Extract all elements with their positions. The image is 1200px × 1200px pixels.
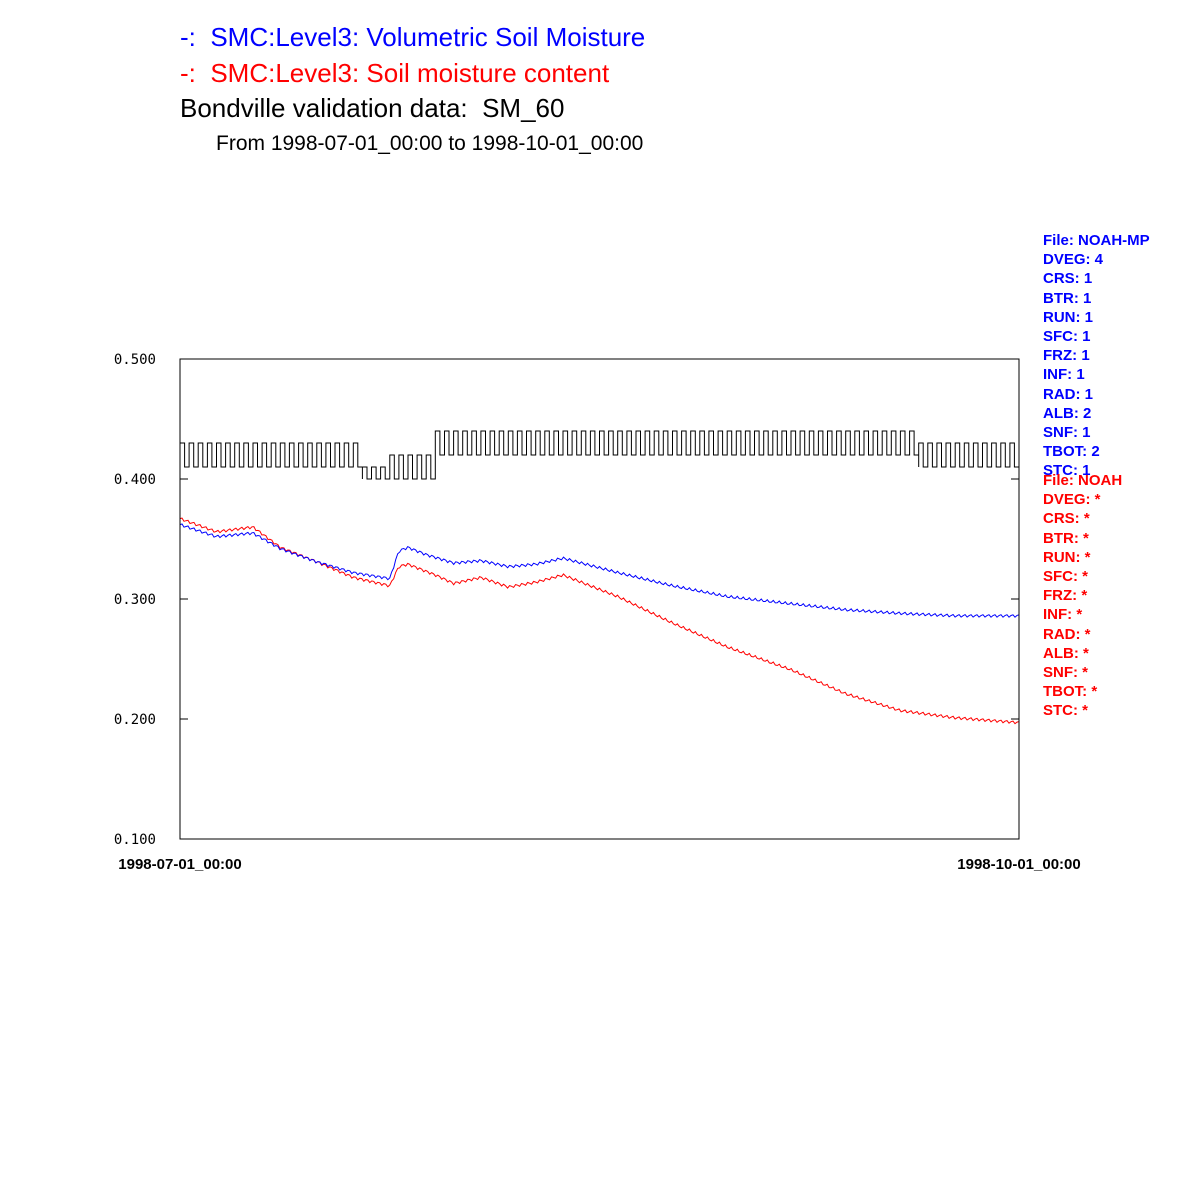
chart-title: Bondville validation data: SM_60 [180, 93, 565, 123]
x-axis: 1998-07-01_00:00 1998-10-01_00:00 [118, 856, 1080, 873]
run-info-noah-item: RUN: * [1043, 548, 1091, 566]
run-info-noahmp-item: INF: 1 [1043, 366, 1085, 384]
run-info-noahmp-item: FRZ: 1 [1043, 347, 1090, 365]
run-info-noahmp: File: NOAH-MP DVEG: 4 CRS: 1 BTR: 1 RUN: 1 SF… [1043, 231, 1150, 480]
run-info-noah-item: STC: * [1043, 702, 1088, 720]
y-tick-label: 0.500 [114, 352, 156, 368]
run-info-noahmp-item: RUN: 1 [1043, 308, 1094, 326]
y-tick-label: 0.100 [114, 832, 156, 848]
run-info-noah-item: FRZ: * [1043, 587, 1088, 605]
series-noahmp-line [179, 523, 1020, 618]
run-info-noahmp-item: SFC: 1 [1043, 327, 1091, 345]
run-info-noah-item: INF: * [1043, 606, 1083, 624]
run-info-noahmp-item: BTR: 1 [1043, 289, 1092, 307]
run-info-noah-item: ALB: * [1043, 644, 1089, 662]
series-observed-line [179, 430, 1019, 480]
series-layer [179, 430, 1020, 725]
x-tick-label: 1998-10-01_00:00 [957, 856, 1080, 873]
x-tick-label: 1998-07-01_00:00 [118, 856, 241, 873]
chart-subtitle: From 1998-07-01_00:00 to 1998-10-01_00:0… [216, 132, 644, 155]
run-info-noahmp-item: ALB: 2 [1043, 404, 1092, 422]
y-axis: 0.100 0.200 0.300 0.400 0.500 [114, 352, 1019, 848]
run-info-noah-item: SNF: * [1043, 663, 1088, 681]
run-info-noah-item: TBOT: * [1043, 683, 1098, 701]
y-tick-label: 0.300 [114, 592, 156, 608]
y-tick-label: 0.200 [114, 712, 156, 728]
run-info-noah-item: DVEG: * [1043, 491, 1101, 509]
run-info-noahmp-item: CRS: 1 [1043, 270, 1093, 288]
run-info-noahmp-item: STC: 1 [1043, 462, 1091, 480]
run-info-noahmp-item: TBOT: 2 [1043, 443, 1100, 461]
run-info-noah-item: SFC: * [1043, 567, 1088, 585]
run-info-noah: File: NOAH DVEG: * CRS: * BTR: * RUN: * SFC: … [1043, 471, 1122, 720]
run-info-noahmp-item: SNF: 1 [1043, 423, 1091, 441]
series-noah-line [179, 517, 1020, 725]
legend-line-noahmp: -: SMC:Level3: Volumetric Soil Moisture [180, 22, 646, 52]
run-info-noah-item: BTR: * [1043, 529, 1089, 547]
run-info-noah-item: RAD: * [1043, 625, 1091, 643]
run-info-noah-item: CRS: * [1043, 510, 1090, 528]
run-info-noahmp-item: DVEG: 4 [1043, 251, 1104, 269]
y-tick-label: 0.400 [114, 472, 156, 488]
run-info-noahmp-item: RAD: 1 [1043, 385, 1094, 403]
run-info-noahmp-item: File: NOAH-MP [1043, 232, 1150, 249]
run-info-noah-item: File: NOAH [1043, 472, 1123, 489]
legend-line-noah: -: SMC:Level3: Soil moisture content [180, 58, 610, 88]
plot-frame [179, 358, 1020, 840]
